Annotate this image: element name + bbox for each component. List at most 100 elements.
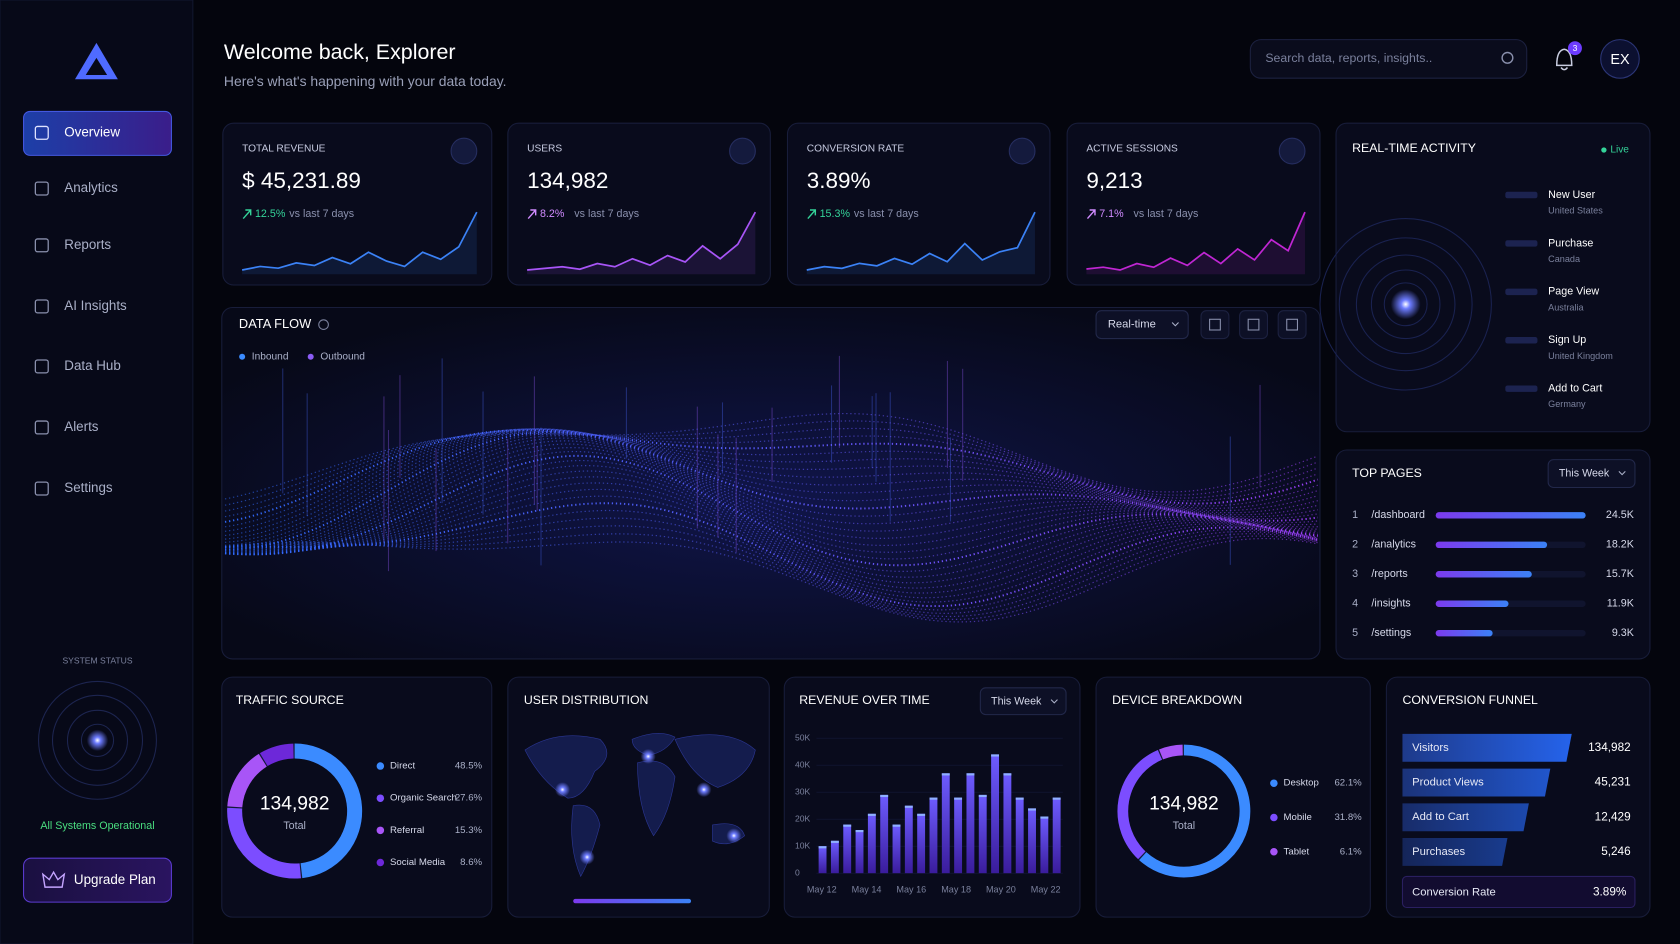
map-hotspot xyxy=(579,849,595,865)
donut-segment xyxy=(259,743,294,767)
legend-value: 31.8% xyxy=(1334,812,1362,823)
revenue-bar-cap xyxy=(843,824,852,827)
flow-wave xyxy=(224,454,1318,567)
event-time-marker xyxy=(1505,385,1538,392)
nav-item[interactable]: AI Insights xyxy=(34,298,127,314)
activity-radar-ring xyxy=(1383,282,1428,327)
nav-item[interactable]: Alerts xyxy=(34,419,99,435)
event-name: Add to Cart xyxy=(1548,383,1602,395)
kpi-label: CONVERSION RATE xyxy=(807,144,905,155)
map-hotspot xyxy=(640,748,656,764)
sparkline xyxy=(806,211,1036,271)
avatar[interactable]: EX xyxy=(1600,39,1640,79)
avatar-initials: EX xyxy=(1610,52,1630,68)
kpi-value: 134,982 xyxy=(527,168,608,193)
sidebar xyxy=(0,0,194,944)
period-dropdown[interactable]: This Week xyxy=(979,687,1067,716)
kpi-label: TOTAL REVENUE xyxy=(242,144,326,155)
page-rank: 2 xyxy=(1352,539,1358,551)
legend-label: Desktop xyxy=(1284,778,1319,789)
nav-item[interactable]: Reports xyxy=(34,237,111,253)
period-dropdown[interactable]: This Week xyxy=(1547,459,1636,489)
event-time-marker xyxy=(1505,288,1538,296)
flow-wave xyxy=(224,525,1318,618)
donut-total-label: Total xyxy=(1173,820,1196,832)
funnel-title: CONVERSION FUNNEL xyxy=(1402,693,1538,707)
page-path: /dashboard xyxy=(1371,509,1425,521)
nav-item[interactable]: Data Hub xyxy=(34,358,121,374)
legend-dot xyxy=(376,858,385,867)
y-tick-label: 50K xyxy=(795,732,811,742)
flow-wave xyxy=(224,427,1319,512)
revenue-bar xyxy=(929,797,938,874)
revenue-bar xyxy=(892,824,901,874)
event-location: Canada xyxy=(1548,254,1581,264)
nav-label: AI Insights xyxy=(64,298,127,313)
activity-radar-ring xyxy=(1370,269,1441,340)
page-bar xyxy=(1435,571,1532,578)
donut-segment xyxy=(294,743,363,879)
revenue-bar-cap xyxy=(1040,816,1049,819)
nav-item[interactable]: Analytics xyxy=(34,180,118,196)
nav-item[interactable]: Settings xyxy=(34,480,113,496)
legend-dot xyxy=(376,826,385,835)
flow-wave xyxy=(224,428,1318,537)
revenue-bar xyxy=(1015,797,1024,874)
legend-dot xyxy=(307,353,314,360)
revenue-bar xyxy=(991,754,1000,874)
page-bar xyxy=(1435,629,1493,637)
page-path: /insights xyxy=(1371,598,1410,610)
kpi-arrow xyxy=(1086,209,1096,220)
revenue-bar xyxy=(941,773,950,874)
legend-dot xyxy=(239,353,246,360)
map-region xyxy=(674,734,756,788)
funnel-count: 134,982 xyxy=(1588,741,1631,754)
revenue-bar xyxy=(1003,773,1012,874)
nav-icon xyxy=(34,238,49,253)
nav-icon xyxy=(34,125,49,140)
sparkline-fill xyxy=(527,212,756,275)
data-flow-card xyxy=(221,306,1321,660)
notifications[interactable]: 3 xyxy=(1555,41,1582,71)
mode-dropdown[interactable]: Real-time xyxy=(1095,310,1189,340)
kpi-card xyxy=(786,122,1051,286)
event-time-marker xyxy=(1505,337,1538,344)
legend-dot xyxy=(1270,779,1278,787)
sparkline-fill xyxy=(242,212,477,275)
legend-value: 8.6% xyxy=(460,857,482,868)
nav-label: Overview xyxy=(64,124,120,139)
tool-button[interactable] xyxy=(1200,310,1230,340)
legend-label: Mobile xyxy=(1284,812,1312,823)
dropdown-bg xyxy=(1547,459,1636,489)
page-path: /settings xyxy=(1371,627,1411,639)
map-hotspot xyxy=(554,782,570,798)
funnel-stage: Add to Cart xyxy=(1412,811,1470,823)
legend-label: Social Media xyxy=(390,857,446,868)
tool-button[interactable] xyxy=(1239,310,1269,340)
dropdown-label: This Week xyxy=(991,696,1042,708)
nav-item[interactable]: Overview xyxy=(23,110,172,156)
upgrade-button[interactable]: Upgrade Plan xyxy=(23,857,172,903)
funnel-stage: Visitors xyxy=(1412,742,1449,754)
donut-segment xyxy=(227,807,301,879)
revenue-bar xyxy=(954,797,963,874)
revenue-bar xyxy=(904,805,913,874)
search-box[interactable]: Search data, reports, insights.. xyxy=(1249,39,1528,79)
tool-icon xyxy=(1286,318,1299,331)
funnel-count: 12,429 xyxy=(1595,810,1631,823)
y-tick-label: 20K xyxy=(795,813,811,823)
tool-button[interactable] xyxy=(1277,310,1307,340)
page-path: /reports xyxy=(1371,568,1407,580)
page-value: 11.9K xyxy=(1607,598,1635,610)
legend-dot xyxy=(376,762,385,770)
nav-active xyxy=(23,110,172,156)
sparkline-fill xyxy=(1086,212,1305,275)
revenue-bar-cap xyxy=(855,829,864,833)
upgrade-button-bg xyxy=(23,857,172,903)
funnel-count: 45,231 xyxy=(1595,776,1631,789)
page-subtitle: Here's what's happening with your data t… xyxy=(224,73,507,89)
info-icon xyxy=(318,319,329,330)
kpi-change: 7.1% xyxy=(1099,208,1124,220)
revenue-bar xyxy=(880,794,889,874)
